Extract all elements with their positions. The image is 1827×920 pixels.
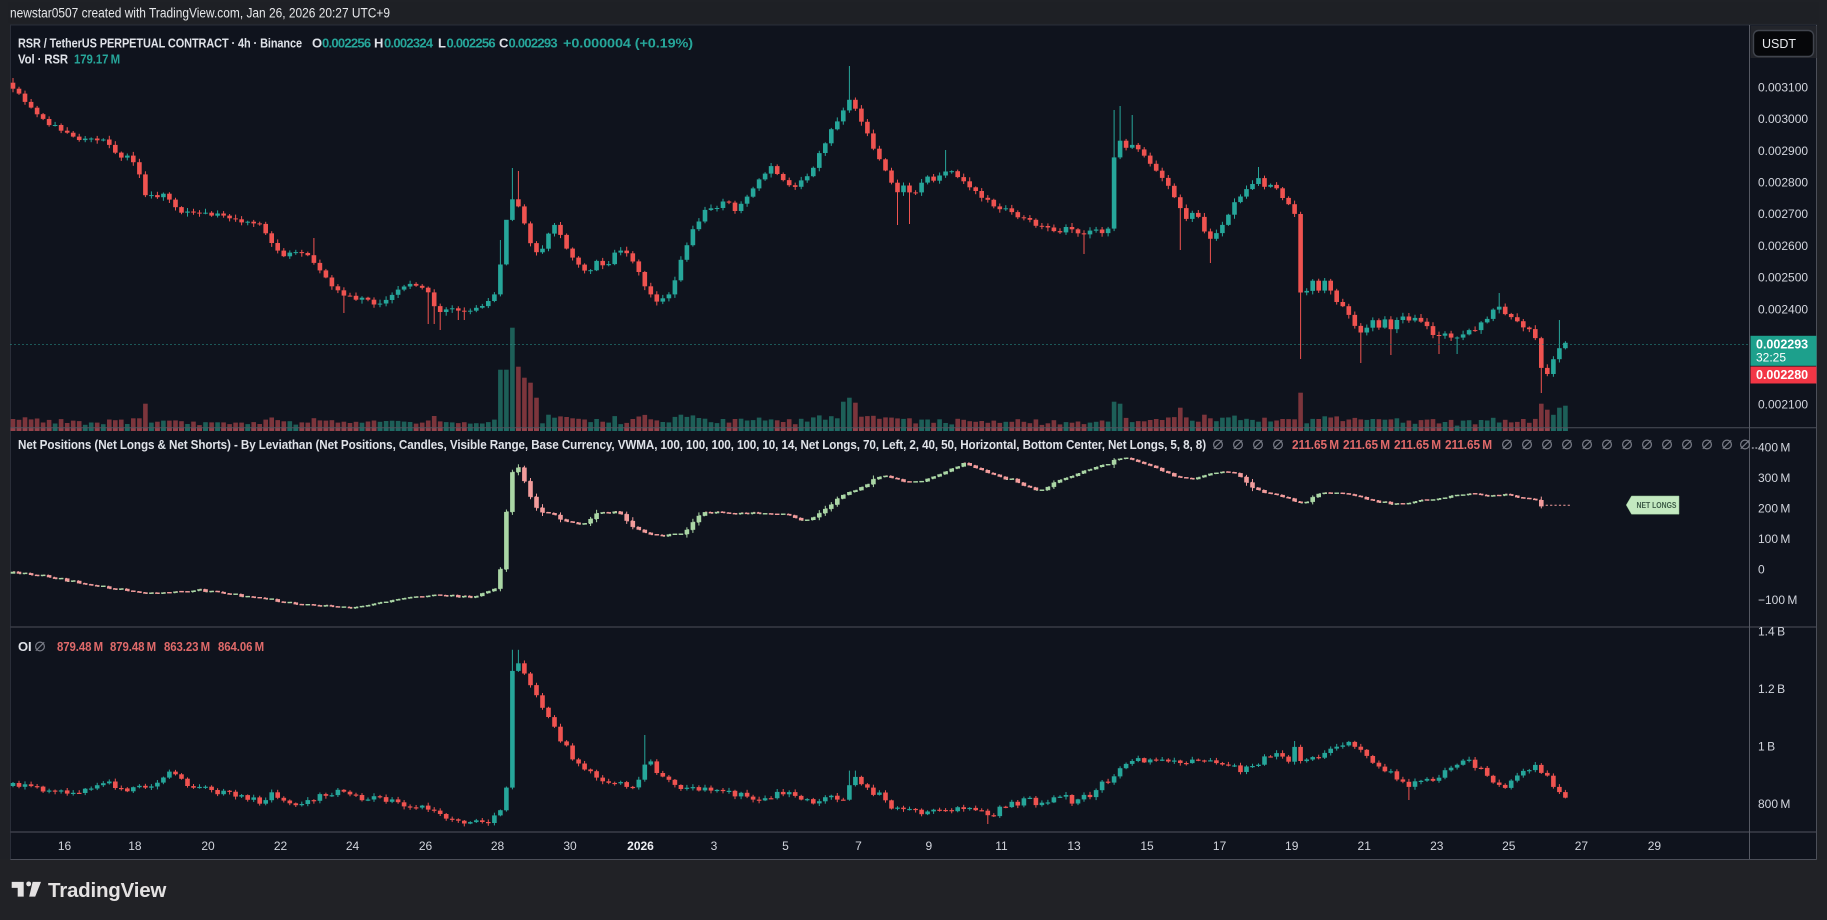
svg-text:newstar0507 created with Tradi: newstar0507 created with TradingView.com… [10,6,390,21]
svg-text:879.48 M: 879.48 M [110,639,156,654]
svg-text:27: 27 [1575,839,1589,853]
svg-text:3: 3 [711,839,718,853]
svg-text:0.003000: 0.003000 [1758,112,1808,126]
svg-text:300 M: 300 M [1758,471,1790,485]
svg-text:Net Positions (Net Longs & Net: Net Positions (Net Longs & Net Shorts) -… [18,437,1206,452]
svg-text:11: 11 [995,839,1008,853]
svg-text:18: 18 [128,839,142,853]
svg-text:22: 22 [274,839,288,853]
svg-text:26: 26 [419,839,433,853]
svg-text:863.23 M: 863.23 M [164,639,210,654]
svg-text:0.002100: 0.002100 [1758,398,1808,412]
svg-text:0.002600: 0.002600 [1758,239,1808,253]
svg-text:20: 20 [201,839,215,853]
svg-text:0.002293: 0.002293 [1756,338,1808,352]
svg-text:0.002280: 0.002280 [1756,368,1808,382]
svg-text:28: 28 [491,839,505,853]
svg-text:211.65 M: 211.65 M [1394,437,1441,452]
svg-text:0.002400: 0.002400 [1758,302,1808,316]
svg-text:29: 29 [1648,839,1662,853]
svg-text:21: 21 [1358,839,1372,853]
svg-text:1 B: 1 B [1758,740,1775,754]
svg-text:−100 M: −100 M [1758,593,1797,607]
svg-text:0.003100: 0.003100 [1758,80,1808,94]
svg-text:0.002700: 0.002700 [1758,207,1808,221]
svg-text:7: 7 [855,839,862,853]
svg-text:211.65 M: 211.65 M [1292,437,1339,452]
svg-text:200 M: 200 M [1758,502,1790,516]
svg-text:19: 19 [1285,839,1299,853]
svg-text:RSR / TetherUS PERPETUAL CONTR: RSR / TetherUS PERPETUAL CONTRACT · 4h ·… [18,36,693,51]
svg-text:9: 9 [926,839,933,853]
svg-text:30: 30 [563,839,577,853]
svg-text:879.48 M: 879.48 M [57,639,103,654]
svg-text:16: 16 [58,839,72,853]
svg-text:400 M: 400 M [1758,441,1790,455]
svg-text:800 M: 800 M [1758,797,1790,811]
svg-text:211.65 M: 211.65 M [1445,437,1492,452]
svg-text:0.002500: 0.002500 [1758,271,1808,285]
svg-text:211.65 M: 211.65 M [1343,437,1390,452]
svg-text:2026: 2026 [627,839,654,853]
svg-text:TradingView: TradingView [48,879,166,902]
svg-text:100 M: 100 M [1758,532,1790,546]
svg-text:USDT: USDT [1762,37,1796,51]
svg-text:23: 23 [1430,839,1444,853]
svg-text:0: 0 [1758,562,1765,576]
svg-text:0.002900: 0.002900 [1758,144,1808,158]
svg-text:15: 15 [1140,839,1154,853]
svg-text:13: 13 [1067,839,1081,853]
svg-text:17: 17 [1213,839,1227,853]
svg-text:1.4 B: 1.4 B [1758,624,1785,638]
svg-text:25: 25 [1502,839,1516,853]
svg-text:NET LONGS: NET LONGS [1637,501,1678,510]
svg-text:..: .. [1751,437,1758,452]
svg-text:0.002800: 0.002800 [1758,176,1808,190]
svg-text:24: 24 [346,839,360,853]
svg-text:5: 5 [782,839,789,853]
svg-text:864.06 M: 864.06 M [218,639,264,654]
svg-text:1.2 B: 1.2 B [1758,682,1785,696]
svg-text:OI: OI [18,639,32,654]
svg-text:32:25: 32:25 [1756,351,1786,365]
